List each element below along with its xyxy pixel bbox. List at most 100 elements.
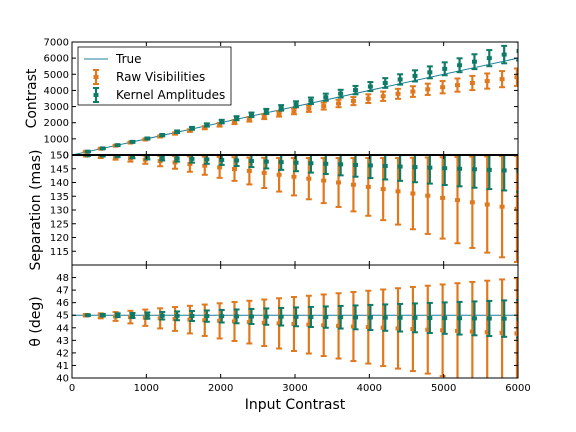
kernel-point <box>85 155 91 158</box>
raw-point <box>202 125 208 130</box>
y-axis-label: θ (deg) <box>28 296 44 346</box>
x-tick-label: 4000 <box>357 383 382 394</box>
raw-point <box>469 329 475 334</box>
raw-point <box>217 318 223 323</box>
raw-point <box>440 328 446 333</box>
raw-point <box>469 200 475 205</box>
kernel-point <box>412 73 418 78</box>
kernel-point <box>278 160 284 165</box>
raw-point <box>484 79 490 84</box>
raw-point <box>440 195 446 200</box>
raw-point <box>231 319 237 324</box>
kernel-point <box>278 105 284 110</box>
raw-point <box>321 178 327 183</box>
y-tick-label: 43 <box>56 336 69 347</box>
kernel-point <box>353 315 359 320</box>
kernel-point <box>382 315 388 320</box>
kernel-point <box>501 168 507 173</box>
panel-1: 0 1000 2000 3000 4000 5000 6000 7000 Contrast <box>24 38 519 162</box>
kernel-point <box>159 313 165 318</box>
y-tick-label: 44 <box>56 323 69 334</box>
raw-point <box>336 180 342 185</box>
raw-point <box>217 122 223 127</box>
kernel-point <box>263 314 269 319</box>
raw-point <box>395 91 401 96</box>
raw-point <box>454 198 460 203</box>
raw-point <box>365 325 371 330</box>
kernel-point <box>293 102 299 107</box>
raw-point <box>276 111 282 116</box>
kernel-point <box>486 316 492 321</box>
y-axis-label: Contrast <box>24 68 40 128</box>
raw-point <box>261 114 267 119</box>
legend: True Raw Visibilities Kernel Amplitudes <box>77 46 232 106</box>
panel-2-data <box>72 155 518 263</box>
kernel-point <box>501 316 507 321</box>
raw-point <box>202 318 208 323</box>
kernel-point <box>248 112 254 117</box>
y-tick-label: 47 <box>56 286 69 297</box>
kernel-point <box>427 315 433 320</box>
raw-point <box>336 101 342 106</box>
raw-point <box>484 202 490 207</box>
kernel-point <box>85 313 91 318</box>
kernel-point <box>486 167 492 172</box>
raw-point <box>514 331 518 336</box>
kernel-point <box>174 129 180 134</box>
kernel-point <box>189 126 195 131</box>
y-tick-label: 140 <box>50 178 69 189</box>
raw-point <box>395 326 401 331</box>
kernel-point <box>130 139 136 144</box>
raw-point <box>291 322 297 327</box>
kernel-point <box>397 315 403 320</box>
raw-point <box>187 162 193 167</box>
x-tick-label: 5000 <box>431 383 456 394</box>
kernel-point <box>115 155 121 159</box>
kernel-point <box>442 66 448 71</box>
raw-point <box>380 187 386 192</box>
raw-point <box>350 182 356 187</box>
raw-point <box>410 89 416 94</box>
raw-point <box>231 167 237 172</box>
kernel-point <box>204 314 210 319</box>
kernel-point <box>353 162 359 167</box>
kernel-point <box>85 149 91 154</box>
y-tick-label: 145 <box>50 164 69 175</box>
kernel-point <box>427 165 433 170</box>
y-tick-label: 41 <box>56 361 69 372</box>
y-tick-label: 125 <box>50 219 69 230</box>
raw-point <box>514 206 518 211</box>
y-tick-label: 120 <box>50 233 69 244</box>
raw-point <box>469 81 475 86</box>
kernel-point <box>189 313 195 318</box>
y-tick-label: 135 <box>50 192 69 203</box>
raw-point <box>410 327 416 332</box>
kernel-point <box>516 168 518 173</box>
kernel-point <box>159 155 165 160</box>
raw-point <box>246 168 252 173</box>
raw-point <box>157 316 163 321</box>
y-tick-label: 40 <box>56 374 69 385</box>
kernel-point <box>442 166 448 171</box>
kernel-point <box>471 59 477 64</box>
x-tick-label: 2000 <box>208 383 233 394</box>
x-tick-label: 1000 <box>134 383 159 394</box>
kernel-point <box>367 84 373 89</box>
y-tick-label: 3000 <box>44 102 69 113</box>
y-tick-label: 2000 <box>44 118 69 129</box>
raw-point <box>454 328 460 333</box>
kernel-point <box>397 77 403 82</box>
raw-point <box>321 104 327 109</box>
kernel-point <box>234 116 240 121</box>
raw-point <box>499 204 505 209</box>
kernel-point <box>278 314 284 319</box>
y-tick-label: 7000 <box>44 38 69 49</box>
y-tick-label: 0 <box>63 151 69 162</box>
kernel-point <box>486 56 492 61</box>
kernel-point <box>397 164 403 169</box>
kernel-point <box>115 143 121 148</box>
y-axis-label: Separation (mas) <box>28 149 44 270</box>
kernel-point <box>234 314 240 319</box>
kernel-point <box>174 156 180 161</box>
x-tick-label: 3000 <box>282 383 307 394</box>
